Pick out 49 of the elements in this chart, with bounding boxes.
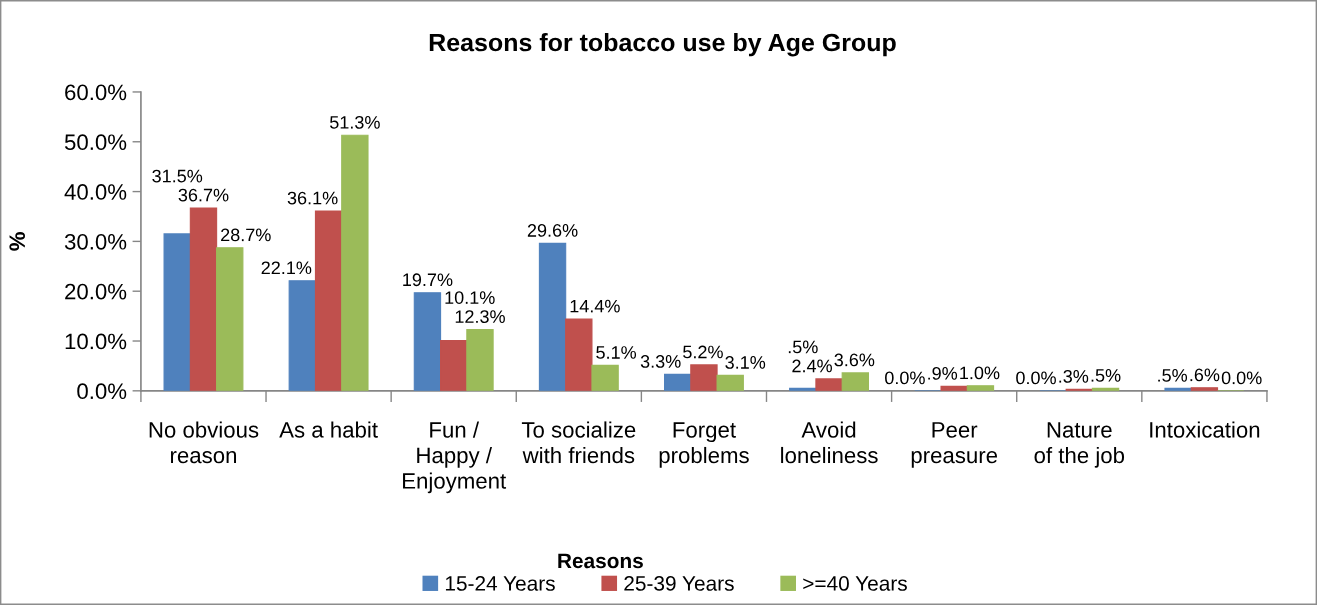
x-tick-label: As a habit xyxy=(279,421,378,438)
data-label: 29.6% xyxy=(527,224,578,237)
y-tick-label: 20.0% xyxy=(65,283,127,300)
x-tick-label: Nature of the job xyxy=(1034,422,1125,468)
data-label: 5.1% xyxy=(596,346,637,359)
data-label: 3.1% xyxy=(725,356,766,369)
x-tick-label: Avoid loneliness xyxy=(781,421,878,464)
x-tick-label: To socialize with friends xyxy=(521,421,636,464)
data-label: 0.0% xyxy=(1221,371,1262,385)
chart-title: Reasons for tobacco use by Age Group xyxy=(429,33,896,57)
y-tick-label: 30.0% xyxy=(64,233,127,250)
x-tick-label: Fun / Happy / Enjoyment xyxy=(403,421,507,494)
data-label: 22.1% xyxy=(261,261,312,275)
data-label: 2.4% xyxy=(792,359,832,373)
y-axis-title: % xyxy=(9,232,25,251)
y-tick-label: 40.0% xyxy=(64,184,127,200)
x-tick-label: Peer preasure xyxy=(911,422,998,468)
data-label: .6% xyxy=(1190,368,1220,382)
data-label: 3.3% xyxy=(640,355,681,368)
y-tick-label: 60.0% xyxy=(65,84,127,101)
y-tick-label: 0.0% xyxy=(77,383,127,400)
y-tick-label: 50.0% xyxy=(64,134,127,151)
data-label: 14.4% xyxy=(570,299,620,313)
x-tick-label: Forget problems xyxy=(659,422,749,468)
data-label: .9% xyxy=(928,366,958,380)
x-tick-label: No obvious reason xyxy=(149,421,259,464)
data-label: .5% xyxy=(788,340,818,354)
x-axis-title: Reasons xyxy=(558,553,643,569)
data-label: .5% xyxy=(1158,369,1188,382)
legend-label: >=40 Years xyxy=(803,576,907,591)
data-label: 31.5% xyxy=(152,169,203,183)
data-label: 12.3% xyxy=(455,310,505,323)
data-label: 10.1% xyxy=(445,291,495,304)
y-tick-label: 10.0% xyxy=(65,333,127,350)
data-label: 19.7% xyxy=(403,273,453,287)
data-label: 51.3% xyxy=(329,115,380,129)
data-label: 0.0% xyxy=(1016,371,1056,385)
legend-label: 15-24 Years xyxy=(445,576,555,591)
data-label: .3% xyxy=(1059,369,1089,383)
data-label: 3.6% xyxy=(834,353,875,367)
data-label: 36.7% xyxy=(178,188,229,202)
legend-label: 25-39 Years xyxy=(624,576,734,591)
data-label: 5.2% xyxy=(683,345,723,359)
data-label: 36.1% xyxy=(287,191,338,205)
data-label: 1.0% xyxy=(960,366,1000,380)
data-label: 0.0% xyxy=(885,371,925,385)
data-label: 28.7% xyxy=(221,228,271,242)
data-label: .5% xyxy=(1091,369,1121,382)
x-tick-label: Intoxication xyxy=(1150,421,1260,438)
